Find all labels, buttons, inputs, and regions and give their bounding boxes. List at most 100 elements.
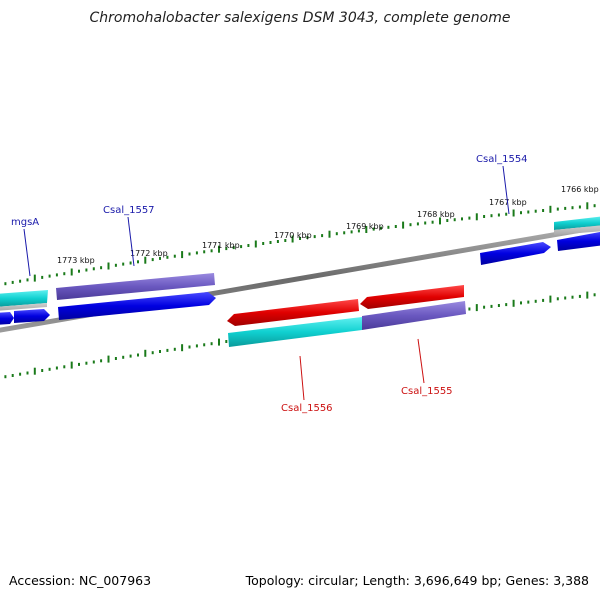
gene-feature-csal1557[interactable]	[56, 273, 215, 300]
inner-scale-tick	[114, 357, 117, 360]
outer-scale-tick	[335, 232, 338, 236]
inner-scale-tick	[41, 369, 44, 372]
inner-scale-tick	[475, 304, 478, 312]
leader-mgsA	[23, 228, 31, 277]
inner-scale-tick	[483, 305, 486, 309]
outer-scale-tick	[55, 273, 58, 277]
outer-scale-tick	[225, 247, 228, 251]
outer-scale-tick	[203, 250, 206, 254]
outer-scale-tick	[247, 244, 250, 247]
outer-scale-tick	[534, 209, 537, 213]
scale-label-1773: 1773 kbp	[57, 256, 95, 265]
outer-scale-tick	[254, 240, 257, 248]
outer-scale-tick	[350, 230, 353, 234]
leader-csal1557	[127, 216, 135, 267]
inner-scale-tick	[210, 342, 213, 346]
inner-scale-tick	[55, 366, 58, 370]
inner-scale-tick	[512, 299, 515, 307]
outer-scale-tick	[210, 249, 213, 253]
inner-scale-tick	[571, 295, 574, 299]
inner-scale-tick	[92, 360, 95, 364]
gene-label-csal1555[interactable]: Csal_1555	[401, 386, 453, 397]
outer-scale-tick	[240, 245, 243, 249]
gene-feature-cyan-left[interactable]	[0, 290, 48, 307]
cds-arrow-1[interactable]	[0, 312, 14, 325]
inner-scale-tick	[63, 365, 66, 369]
leader-csal1554	[502, 165, 510, 215]
outer-scale-tick	[129, 261, 132, 265]
inner-scale-tick	[33, 367, 36, 375]
outer-scale-tick	[100, 266, 103, 270]
scale-label-1772: 1772 kbp	[130, 249, 168, 258]
outer-scale-tick	[92, 267, 95, 271]
inner-scale-tick	[578, 294, 581, 298]
outer-scale-tick	[475, 213, 478, 221]
gene-feature-purple-center[interactable]	[362, 301, 466, 330]
outer-scale-tick	[262, 242, 265, 245]
gene-feature-gray-right[interactable]	[554, 225, 600, 235]
gene-label-csal1554[interactable]: Csal_1554	[476, 154, 528, 165]
outer-scale-tick	[107, 262, 110, 270]
gene-label-csal1557[interactable]: Csal_1557	[103, 205, 155, 216]
outer-scale-tick	[424, 221, 427, 225]
inner-scale-tick	[556, 297, 559, 301]
outer-scale-tick	[564, 206, 567, 210]
inner-scale-tick	[542, 298, 545, 302]
outer-scale-tick	[409, 223, 412, 227]
outer-scale-tick	[468, 216, 471, 220]
inner-scale-tick	[225, 340, 228, 343]
cds-arrow-csal1555[interactable]	[360, 285, 464, 309]
gene-label-csal1556[interactable]: Csal_1556	[281, 403, 333, 414]
inner-scale-tick	[490, 304, 493, 308]
inner-scale-tick	[159, 350, 161, 353]
gene-labels: mgsA Csal_1557 Csal_1554 Csal_1556 Csal_…	[11, 154, 528, 414]
inner-scale-tick	[122, 355, 125, 359]
inner-scale-tick	[70, 361, 73, 369]
inner-scale-tick	[100, 359, 103, 363]
outer-scale-tick	[439, 217, 441, 225]
gene-feature-cyan-center[interactable]	[228, 317, 362, 347]
gene-feature-gray-left[interactable]	[0, 303, 47, 311]
inner-scale-tick	[4, 375, 7, 379]
outer-scale-tick	[48, 274, 51, 278]
inner-scale-tick	[468, 307, 471, 311]
inner-scale-tick	[48, 367, 51, 371]
gene-feature-cyan-right[interactable]	[554, 216, 600, 230]
outer-scale-tick	[497, 213, 500, 217]
cds-arrow-csal1557[interactable]	[58, 292, 216, 320]
outer-scale-tick	[137, 260, 139, 264]
inner-scale-tick	[19, 372, 22, 376]
inner-scale-tick	[173, 347, 176, 351]
outer-scale-tick	[357, 229, 360, 233]
inner-scale-tick	[505, 303, 508, 307]
inner-scale-tick	[151, 351, 154, 355]
inner-scale-tick	[218, 338, 220, 346]
outer-scale-tick	[166, 255, 169, 259]
scale-label-1771: 1771 kbp	[202, 241, 240, 250]
leader-csal1556	[299, 355, 305, 401]
outer-scale-tick	[549, 205, 552, 213]
cds-arrow-right[interactable]	[557, 231, 600, 251]
accession-text: Accession: NC_007963	[9, 573, 152, 588]
forward-strand-features	[0, 216, 600, 325]
inner-scale-tick	[137, 353, 139, 357]
genome-summary-text: Topology: circular; Length: 3,696,649 bp…	[245, 573, 589, 588]
outer-scale-tick	[446, 219, 449, 222]
scale-label-1769: 1769 kbp	[346, 222, 384, 231]
outer-scale-tick	[453, 218, 456, 222]
outer-scale-tick	[299, 237, 301, 240]
cds-arrow-csal1554[interactable]	[480, 242, 551, 265]
cds-arrow-csal1556[interactable]	[227, 299, 359, 326]
inner-scale-tick	[497, 304, 500, 307]
cds-arrow-mgsA[interactable]	[14, 309, 50, 323]
inner-scale-tick	[78, 362, 80, 366]
outer-scale-tick	[520, 211, 522, 215]
inner-scale-tick	[564, 296, 567, 300]
outer-scale-tick	[19, 279, 22, 283]
inner-scale-tick	[586, 291, 589, 299]
gene-label-mgsA[interactable]: mgsA	[11, 217, 39, 228]
outer-scale-tick	[188, 252, 191, 256]
inner-scale-tick	[107, 355, 110, 363]
inner-scale-tick	[144, 349, 147, 357]
